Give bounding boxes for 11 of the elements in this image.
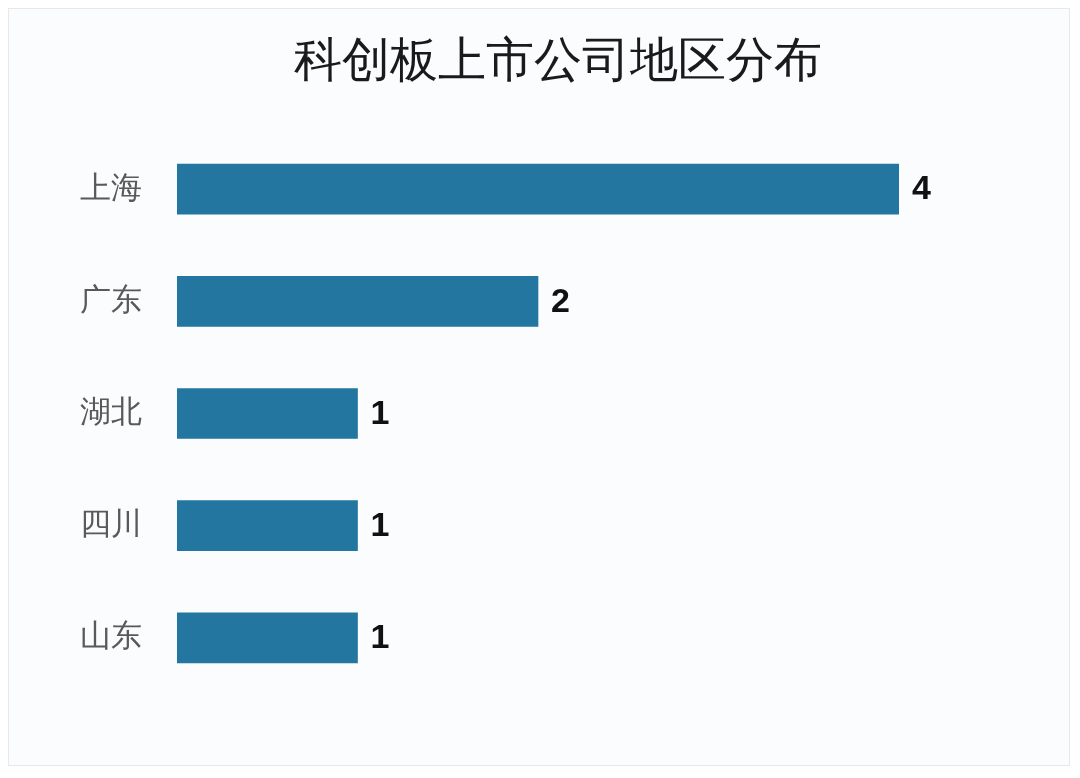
data-label: 1 [370, 392, 390, 431]
chart-title: 科创板上市公司地区分布 [294, 33, 822, 86]
y-tick-label: 湖北 [80, 394, 142, 430]
data-label: 1 [370, 505, 390, 544]
y-tick-label: 四川 [80, 506, 142, 542]
y-tick-label: 山东 [80, 618, 142, 654]
data-label: 4 [912, 168, 931, 207]
y-tick-label: 广东 [80, 281, 142, 317]
data-label: 2 [551, 280, 570, 319]
y-tick-label: 上海 [80, 169, 142, 205]
data-label: 1 [370, 617, 390, 656]
